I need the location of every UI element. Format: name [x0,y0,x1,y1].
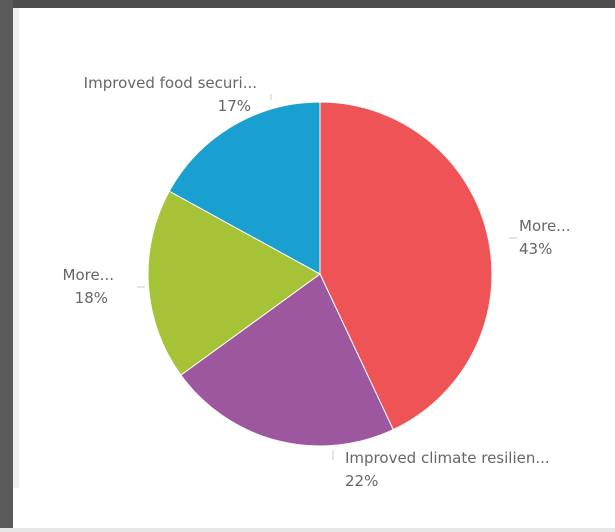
slice-label-2: Improved climate resilien... [345,449,550,467]
slice-percent-2: 22% [345,472,378,490]
pie-slice-2[interactable] [180,273,394,447]
slice-label-4: Improved food securi... [84,74,257,92]
pie-slice-3[interactable] [147,190,321,376]
pie-slice-1[interactable] [319,101,493,431]
pie-chart: More... 43% Improved climate resilien... 22… [63,74,571,490]
pie-labels: More... 43% Improved climate resilien... 22… [63,74,571,490]
top-border [0,0,615,8]
slice-percent-1: 43% [519,240,552,258]
slice-label-1: More... [519,217,571,235]
pie-slices [147,101,493,447]
slice-percent-3: 18% [75,289,108,307]
pie-leader-lines [137,94,517,460]
slice-label-3: More... [63,266,115,284]
chart-area: More... 43% Improved climate resilien... 22… [19,8,615,528]
left-gutter [13,8,19,488]
pie-slice-4[interactable] [168,101,321,275]
slice-percent-4: 17% [218,97,251,115]
left-border [0,0,13,528]
bottom-gutter [13,488,19,528]
